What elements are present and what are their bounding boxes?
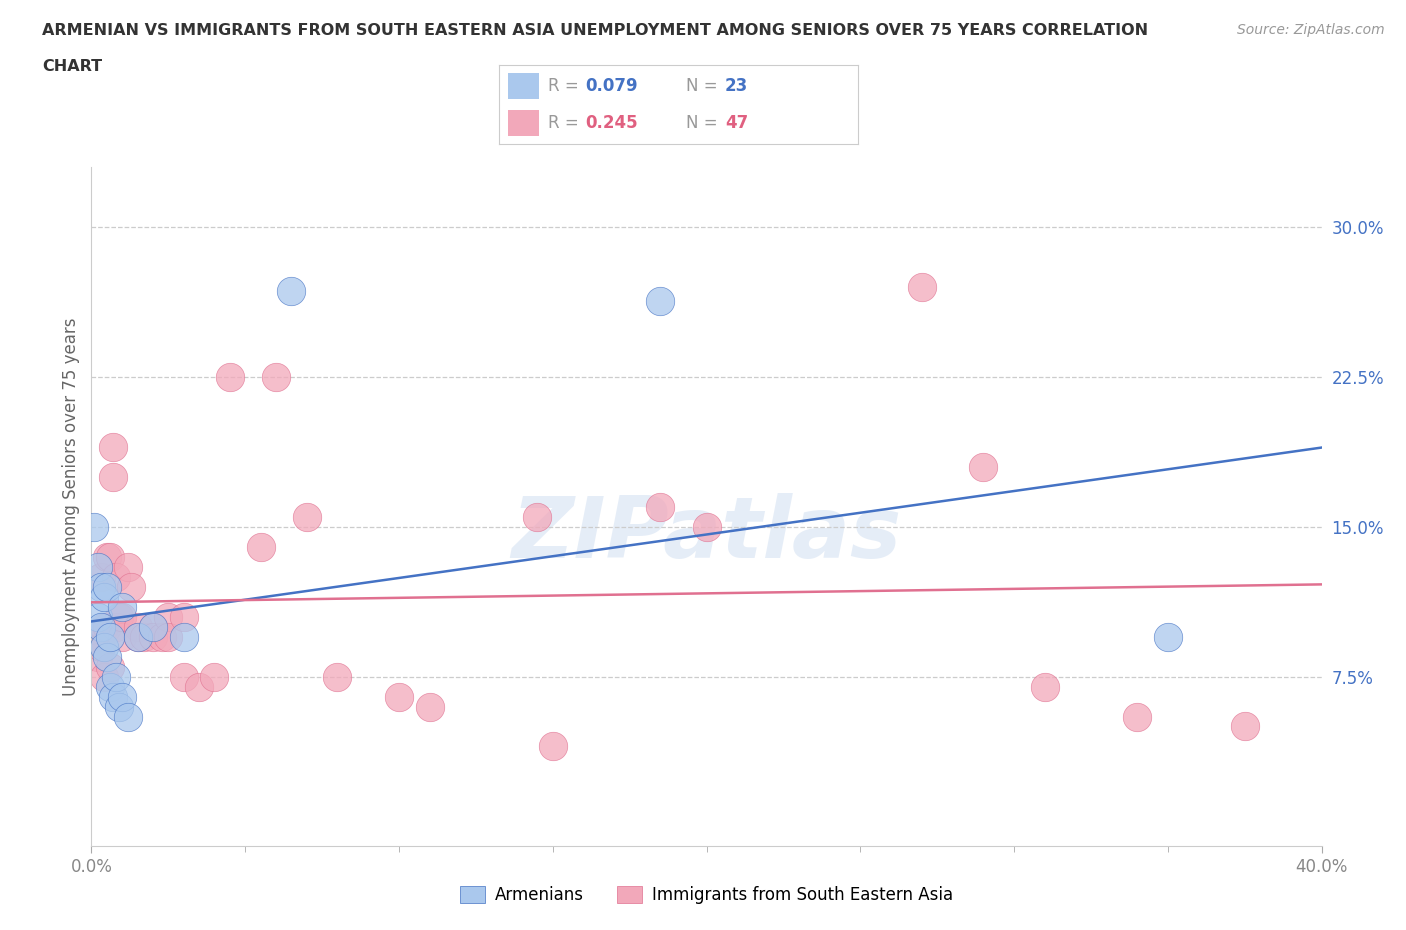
Point [1126,709,1149,724]
Point [142,619,165,634]
Point [972,459,994,474]
Point [142,619,165,634]
Point [1157,630,1180,644]
Point [132,630,155,644]
Point [157,630,180,644]
Point [101,470,124,485]
Point [96,550,118,565]
Point [90,639,112,654]
Point [111,609,134,624]
Point [188,679,211,694]
Point [280,284,302,299]
Point [911,280,934,295]
Point [295,510,318,525]
Point [93,590,115,604]
Text: ZIPatlas: ZIPatlas [512,493,901,576]
Text: R =: R = [547,76,583,95]
Point [218,369,240,384]
Point [96,649,118,664]
Text: N =: N = [686,76,723,95]
Point [111,630,134,644]
Point [108,699,131,714]
Point [98,550,121,565]
Point [93,670,115,684]
Point [86,559,108,574]
Point [173,670,195,684]
Point [526,510,548,525]
Text: Source: ZipAtlas.com: Source: ZipAtlas.com [1237,23,1385,37]
Point [111,689,134,704]
Text: 23: 23 [725,76,748,95]
Point [202,670,225,684]
Y-axis label: Unemployment Among Seniors over 75 years: Unemployment Among Seniors over 75 years [62,318,80,696]
Point [120,579,142,594]
Point [157,609,180,624]
Point [111,599,134,614]
Point [93,639,115,654]
Point [326,670,349,684]
Point [650,294,672,309]
Point [142,630,165,644]
Point [105,619,127,634]
Point [86,609,108,624]
Point [264,369,287,384]
Bar [508,110,538,137]
Point [173,609,195,624]
Point [90,579,112,594]
Point [696,519,718,534]
Bar [508,73,538,100]
Point [173,630,195,644]
Point [86,649,108,664]
Legend: Armenians, Immigrants from South Eastern Asia: Armenians, Immigrants from South Eastern… [451,878,962,912]
Point [150,630,173,644]
Point [83,519,105,534]
Point [249,539,271,554]
Point [105,569,127,584]
Text: 0.245: 0.245 [585,113,638,132]
Point [127,630,149,644]
Point [105,670,127,684]
Point [1033,679,1056,694]
Point [98,679,121,694]
Text: CHART: CHART [42,59,103,73]
Point [1233,719,1256,734]
Point [419,699,441,714]
Point [108,609,131,624]
Point [98,630,121,644]
Point [96,619,118,634]
Point [96,579,118,594]
Text: 47: 47 [725,113,748,132]
Point [90,569,112,584]
Point [83,630,105,644]
Point [117,709,139,724]
Point [127,630,149,644]
Text: N =: N = [686,113,723,132]
Point [388,689,411,704]
Point [101,440,124,455]
Text: ARMENIAN VS IMMIGRANTS FROM SOUTH EASTERN ASIA UNEMPLOYMENT AMONG SENIORS OVER 7: ARMENIAN VS IMMIGRANTS FROM SOUTH EASTER… [42,23,1149,38]
Point [93,619,115,634]
Point [90,619,112,634]
Point [541,739,564,754]
Point [650,499,672,514]
Text: R =: R = [547,113,583,132]
Point [101,689,124,704]
Point [117,559,139,574]
Text: 0.079: 0.079 [585,76,638,95]
Point [127,619,149,634]
Point [98,659,121,674]
